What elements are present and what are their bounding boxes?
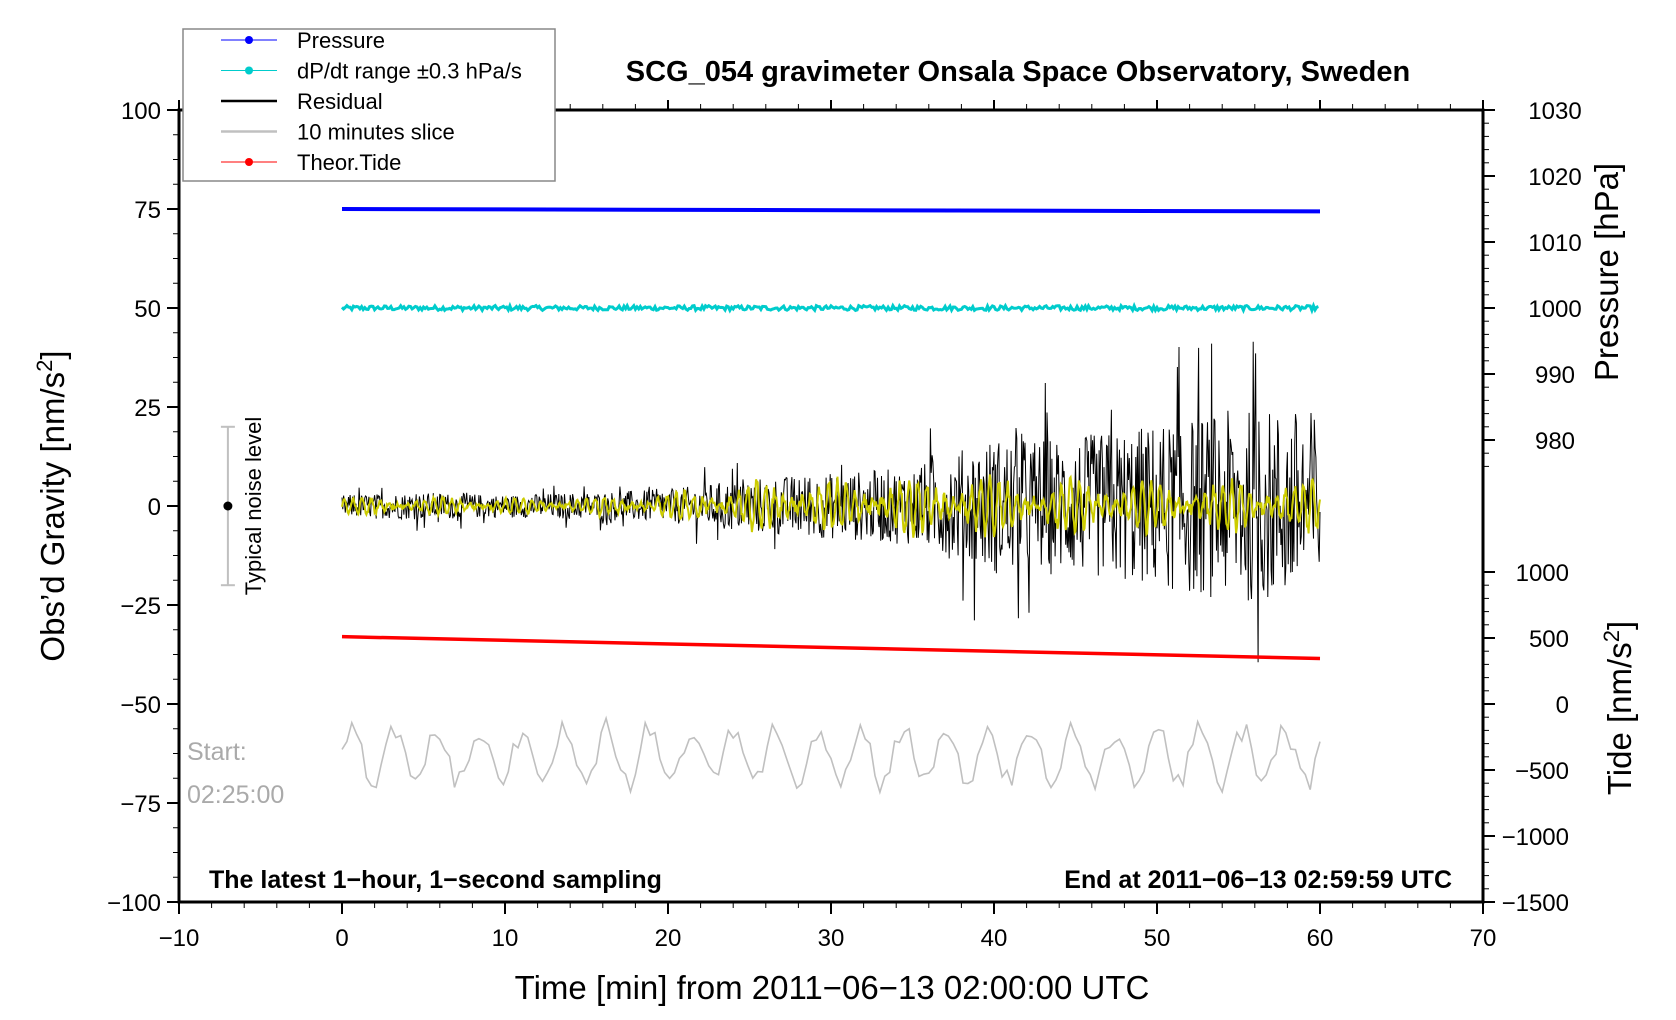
y-tick-label: −50 [120, 692, 161, 719]
pressure-tick-label: 1000 [1528, 296, 1581, 323]
noise-level-label: Typical noise level [241, 417, 266, 596]
x-tick-label: 60 [1307, 925, 1334, 952]
legend-label: Theor.Tide [297, 150, 401, 175]
legend-entry: Theor.Tide [221, 150, 401, 175]
y-tick-label: −100 [107, 890, 161, 917]
tide-tick-label: 0 [1556, 692, 1569, 719]
tide-line [341, 634, 1321, 661]
x-tick-label: 50 [1144, 925, 1171, 952]
pressure-line [341, 207, 1321, 214]
pressure-tick-label: 1030 [1528, 98, 1581, 125]
legend-entry: dP/dt range ±0.3 hPa/s [221, 59, 522, 84]
pressure-tick-label: 990 [1535, 362, 1575, 389]
x-tick-label: 10 [492, 925, 519, 952]
data-layer [220, 207, 1321, 795]
start-label: Start: [187, 738, 247, 766]
legend-entry: 10 minutes slice [221, 120, 455, 145]
y-tick-label: 75 [134, 197, 161, 224]
legend-box [182, 28, 556, 182]
legend-label: 10 minutes slice [297, 120, 455, 145]
filtered-residual-line [341, 474, 1321, 538]
legend-label: Pressure [297, 28, 385, 53]
x-tick-label: 70 [1470, 925, 1497, 952]
x-tick-label: 0 [335, 925, 348, 952]
pressure-axis-label: Pressure [hPa] [1588, 163, 1625, 381]
y-axis-label: Obs’d Gravity [nm/s2] [32, 350, 71, 661]
y-tick-label: 50 [134, 296, 161, 323]
y-tick-label: −75 [120, 791, 161, 818]
bottom-right-note: End at 2011−06−13 02:59:59 UTC [1064, 866, 1452, 894]
y-tick-label: 100 [121, 98, 161, 125]
tide-tick-label: 500 [1529, 626, 1569, 653]
pressure-tick-label: 980 [1535, 428, 1575, 455]
legend-label: dP/dt range ±0.3 hPa/s [297, 59, 522, 84]
legend-entry: Residual [221, 89, 383, 114]
legend-entry: Pressure [221, 28, 385, 53]
pressure-tick-label: 1020 [1528, 164, 1581, 191]
y-tick-label: 0 [148, 494, 161, 521]
tide-axis-label: Tide [nm/s2] [1599, 621, 1638, 795]
start-time: 02:25:00 [187, 781, 284, 809]
x-axis-label: Time [min] from 2011−06−13 02:00:00 UTC [515, 969, 1150, 1006]
legend-marker [245, 158, 253, 166]
legend-label: Residual [297, 89, 383, 114]
x-tick-label: 20 [655, 925, 682, 952]
noise-level-dot [223, 501, 233, 511]
tide-tick-label: −1500 [1502, 890, 1569, 917]
x-tick-label: 30 [818, 925, 845, 952]
legend-marker [245, 66, 253, 75]
x-tick-label: 40 [981, 925, 1008, 952]
legend: Pressure dP/dt range ±0.3 hPa/s Residual 10… [182, 28, 556, 182]
chart-title: SCG_054 gravimeter Onsala Space Observat… [626, 56, 1410, 88]
tide-tick-label: 1000 [1516, 560, 1569, 587]
bottom-left-note: The latest 1−hour, 1−second sampling [209, 866, 662, 894]
x-tick-label: −10 [159, 925, 200, 952]
slice-line [341, 715, 1321, 795]
ticks-layer: −10 0 10 20 30 40 50 60 701007550250−25−50−75−10… [107, 98, 1582, 952]
tide-tick-label: −1000 [1502, 824, 1569, 851]
dpdt-line [340, 301, 1319, 315]
y-tick-label: 25 [134, 395, 161, 422]
y-tick-label: −25 [120, 593, 161, 620]
tide-tick-label: −500 [1515, 758, 1569, 785]
legend-marker [245, 36, 253, 44]
pressure-tick-label: 1010 [1528, 230, 1581, 257]
